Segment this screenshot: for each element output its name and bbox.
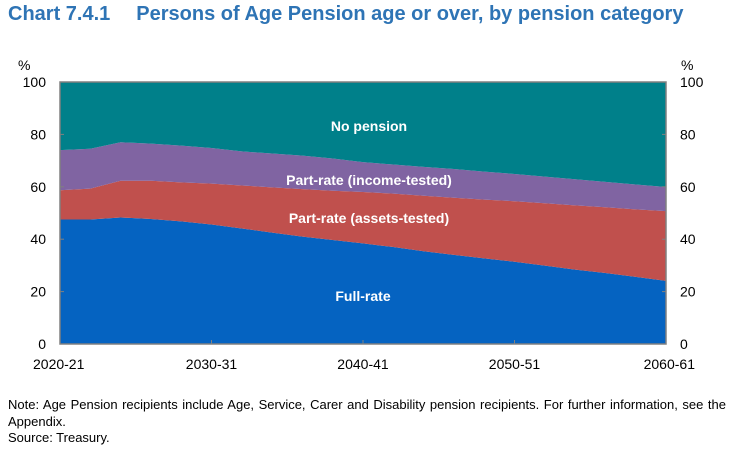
y-tick-label-right: 40 [680, 231, 696, 247]
chart-note: Note: Age Pension recipients include Age… [8, 397, 726, 447]
area-part-rate-income-tested [60, 142, 666, 212]
y-axis-label-right: % [681, 57, 693, 73]
series-label: Part-rate (income-tested) [286, 172, 452, 188]
y-tick-label-left: 40 [30, 231, 46, 247]
chart-title-text: Persons of Age Pension age or over, by p… [136, 3, 684, 25]
y-tick-label-left: 80 [30, 126, 46, 142]
y-tick-label-right: 0 [680, 336, 688, 352]
note-text: Note: Age Pension recipients include Age… [8, 397, 726, 429]
x-tick-label: 2050-51 [489, 356, 541, 372]
y-tick-label-left: 0 [38, 336, 46, 352]
x-tick-label: 2040-41 [337, 356, 389, 372]
series-label: Part-rate (assets-tested) [289, 210, 449, 226]
y-tick-label-right: 60 [680, 179, 696, 195]
y-tick-label-right: 80 [680, 126, 696, 142]
y-axis-label-left: % [18, 57, 30, 73]
source-text: Source: Treasury. [8, 430, 110, 445]
y-tick-label-left: 20 [30, 284, 46, 300]
chart-title: Chart 7.4.1 Persons of Age Pension age or… [8, 3, 683, 26]
series-label: Full-rate [335, 288, 390, 304]
y-tick-label-left: 100 [23, 74, 47, 90]
x-tick-label: 2060-61 [644, 356, 696, 372]
y-tick-label-right: 20 [680, 284, 696, 300]
area-no-pension [60, 82, 666, 188]
y-tick-label-left: 60 [30, 179, 46, 195]
area-part-rate-assets-tested [60, 180, 666, 281]
x-tick-label: 2030-31 [186, 356, 238, 372]
series-label: No pension [331, 118, 407, 134]
area-full-rate [60, 217, 666, 344]
x-tick-label: 2020-21 [33, 356, 85, 372]
chart-number: Chart 7.4.1 [8, 3, 111, 25]
y-tick-label-right: 100 [680, 74, 704, 90]
